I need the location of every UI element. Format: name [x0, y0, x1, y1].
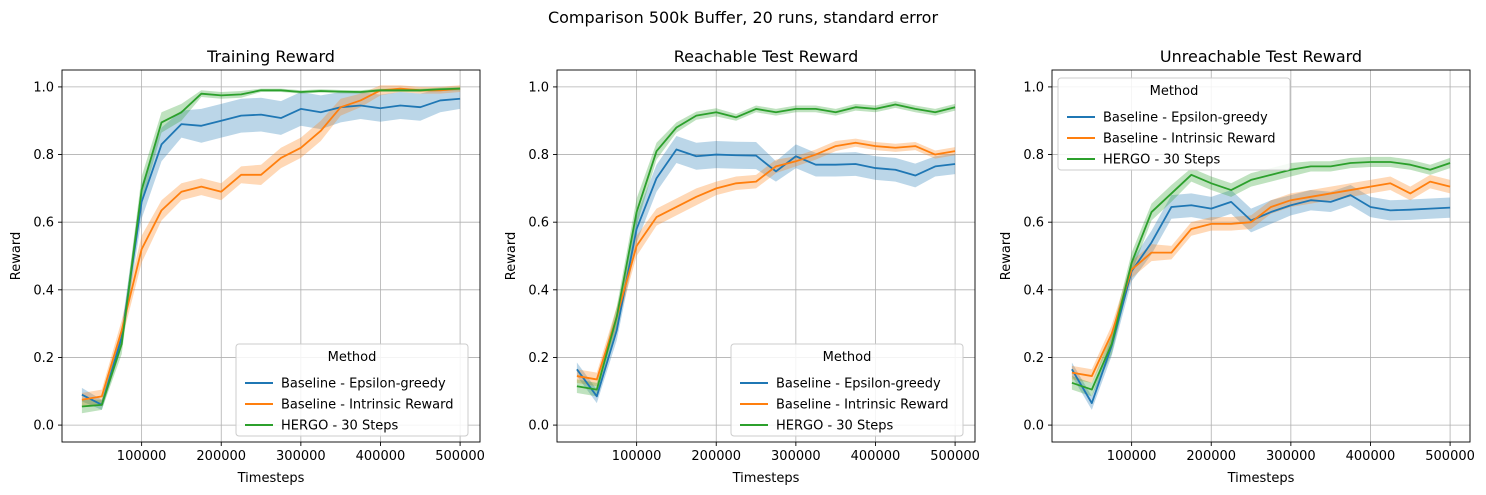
y-tick-label: 0.2 — [528, 351, 549, 366]
x-tick-label: 200000 — [1186, 449, 1236, 464]
y-tick-label: 0.4 — [1023, 283, 1044, 298]
y-axis-label: Reward — [9, 232, 24, 280]
legend-box — [730, 343, 964, 437]
legend: Method Baseline - Epsilon-greedy Baseline … — [730, 343, 964, 437]
y-tick-label: 0.6 — [33, 216, 54, 231]
series-line — [81, 97, 461, 406]
x-tick-label: 500000 — [435, 449, 485, 464]
legend-entry: Baseline - Intrinsic Reward — [281, 398, 454, 413]
y-tick-label: 0.2 — [33, 351, 54, 366]
y-tick-label: 1.0 — [33, 80, 54, 95]
x-tick-label: 100000 — [117, 449, 167, 464]
legend-title: Method — [328, 350, 377, 365]
subplot-title: Unreachable Test Reward — [1160, 47, 1362, 66]
legend-entry: Baseline - Epsilon-greedy — [776, 377, 941, 392]
x-tick-label: 300000 — [771, 449, 821, 464]
x-tick-label: 300000 — [276, 449, 326, 464]
y-tick-label: 0.0 — [1023, 419, 1044, 434]
x-tick-label: 400000 — [851, 449, 901, 464]
x-tick-label: 300000 — [1266, 449, 1316, 464]
figure-suptitle: Comparison 500k Buffer, 20 runs, standar… — [547, 8, 939, 27]
y-tick-label: 1.0 — [1023, 80, 1044, 95]
series-line — [81, 87, 461, 408]
x-tick-label: 100000 — [612, 449, 662, 464]
x-tick-label: 100000 — [1107, 449, 1157, 464]
series-line — [576, 148, 956, 398]
y-tick-label: 0.8 — [33, 148, 54, 163]
y-tick-label: 0.8 — [1023, 148, 1044, 163]
legend-entry: Baseline - Intrinsic Reward — [1103, 132, 1276, 147]
y-axis-label: Reward — [504, 232, 519, 280]
x-tick-label: 500000 — [1425, 449, 1475, 464]
y-axis-label: Reward — [999, 232, 1014, 280]
x-tick-label: 500000 — [930, 449, 980, 464]
legend-entry: HERGO - 30 Steps — [776, 419, 894, 434]
y-tick-label: 0.4 — [528, 283, 549, 298]
legend-title: Method — [1150, 84, 1199, 99]
legend: Method Baseline - Epsilon-greedy Baseline … — [1057, 77, 1291, 171]
legend-entry: Baseline - Epsilon-greedy — [281, 377, 446, 392]
y-tick-label: 0.6 — [528, 216, 549, 231]
x-axis-label: Timesteps — [237, 471, 305, 486]
series-line — [81, 87, 461, 401]
y-tick-label: 0.6 — [1023, 216, 1044, 231]
series-line — [576, 103, 956, 391]
legend-title: Method — [823, 350, 872, 365]
x-tick-label: 400000 — [1346, 449, 1396, 464]
subplot-1: 100000 200000 300000 400000 500000 0.0 0.2 0.4 0… — [9, 47, 485, 486]
legend-entry: HERGO - 30 Steps — [1103, 153, 1221, 168]
axes-frame — [61, 69, 481, 443]
y-tick-label: 0.0 — [528, 419, 549, 434]
subplot-3: 100000 200000 300000 400000 500000 0.0 0.2 0.4 0… — [999, 47, 1475, 486]
x-axis-label: Timesteps — [1227, 471, 1295, 486]
x-tick-label: 400000 — [356, 449, 406, 464]
subplot-title: Reachable Test Reward — [674, 47, 859, 66]
y-tick-label: 0.0 — [33, 419, 54, 434]
error-band — [1071, 184, 1451, 410]
x-tick-label: 200000 — [196, 449, 246, 464]
y-tick-label: 0.8 — [528, 148, 549, 163]
series-line — [1071, 180, 1451, 377]
legend-entry: HERGO - 30 Steps — [281, 419, 399, 434]
legend-entry: Baseline - Epsilon-greedy — [1103, 111, 1268, 126]
legend-box — [1057, 77, 1291, 171]
x-axis-label: Timesteps — [732, 471, 800, 486]
y-tick-label: 0.4 — [33, 283, 54, 298]
axes-frame — [1051, 69, 1471, 443]
y-tick-label: 0.2 — [1023, 351, 1044, 366]
legend-entry: Baseline - Intrinsic Reward — [776, 398, 949, 413]
y-tick-label: 1.0 — [528, 80, 549, 95]
legend-box — [235, 343, 469, 437]
series-line — [576, 141, 956, 381]
x-tick-label: 200000 — [691, 449, 741, 464]
series-line — [1071, 161, 1451, 391]
subplot-2: 100000 200000 300000 400000 500000 0.0 0.2 0.4 0… — [504, 47, 980, 486]
legend: Method Baseline - Epsilon-greedy Baseline … — [235, 343, 469, 437]
axes-frame — [556, 69, 976, 443]
subplot-title: Training Reward — [206, 47, 335, 66]
